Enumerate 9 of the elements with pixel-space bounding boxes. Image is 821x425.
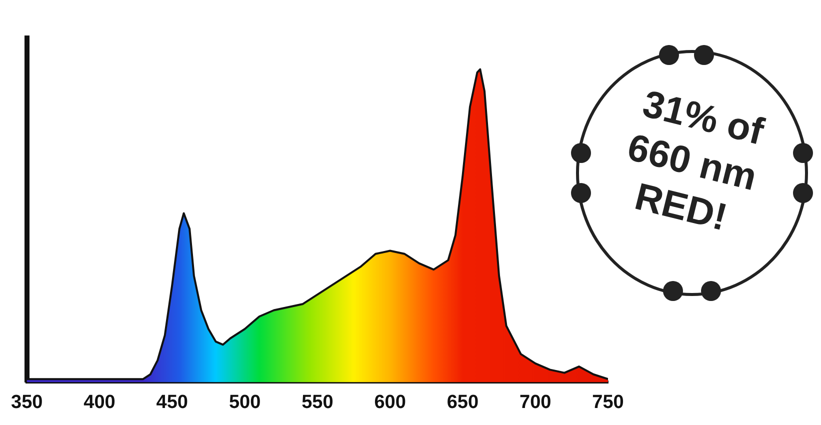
- x-tick-label: 650: [446, 392, 479, 413]
- x-tick-label: 450: [156, 392, 188, 413]
- x-tick-label: 400: [84, 392, 116, 413]
- x-tick-label: 750: [592, 392, 624, 413]
- x-tick-label: 350: [11, 392, 43, 413]
- x-tick-label: 600: [374, 392, 406, 413]
- x-tick-label: 550: [302, 392, 334, 413]
- x-tick-label: 700: [520, 392, 552, 413]
- x-tick-label: 500: [228, 392, 261, 413]
